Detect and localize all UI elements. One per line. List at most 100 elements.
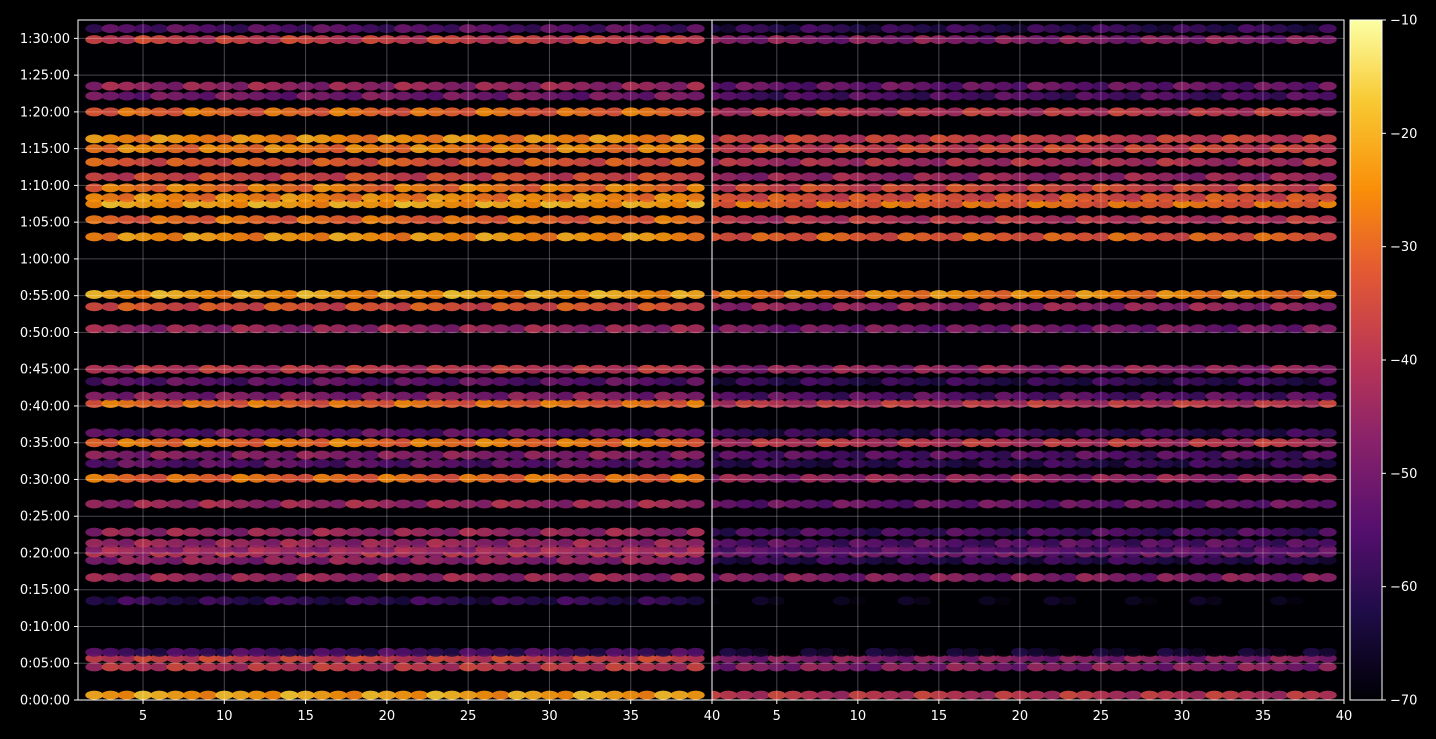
heatmap-cell [524,438,543,448]
heatmap-cell [670,24,689,34]
heatmap-cell [654,376,673,386]
heatmap-cell [361,144,380,154]
heatmap-cell [296,398,315,408]
heatmap-cell [134,450,152,460]
heatmap-cell [182,398,201,408]
heatmap-cell [345,473,364,483]
heatmap-cell [751,302,770,312]
heatmap-cell [117,398,136,408]
heatmap-cell [1156,302,1175,312]
heatmap-cell [962,183,981,193]
heatmap-cell [1124,376,1143,386]
heatmap-cell [1173,302,1191,312]
heatmap-cell [1124,459,1143,469]
heatmap-cell [1124,157,1143,167]
heatmap-cell [1043,596,1062,606]
heatmap-cell [475,183,494,193]
heatmap-cell [962,324,981,334]
heatmap-cell [182,157,201,167]
heatmap-cell [410,107,429,117]
heatmap-cell [377,428,396,438]
heatmap-cell [712,215,721,225]
heatmap-cell [377,183,396,193]
heatmap-cell [524,527,543,537]
heatmap-cell [832,302,851,312]
heatmap-cell [524,81,543,91]
heatmap-cell [1059,172,1078,182]
heatmap-cell [929,647,948,657]
heatmap-cell [475,527,494,537]
right-panel-frame [711,19,1345,701]
heatmap-cell [1173,499,1191,509]
heatmap-cell [442,324,461,334]
heatmap-cell [816,35,835,45]
heatmap-cell [1043,134,1062,144]
heatmap-cell [962,596,981,606]
heatmap-cell [459,499,478,509]
heatmap-cell [215,193,234,203]
heatmap-cell [1140,35,1159,45]
heatmap-cell [85,215,104,225]
heatmap-cell [897,596,916,606]
heatmap-cell [913,289,932,299]
heatmap-cell [767,596,786,606]
heatmap-cell [897,499,916,509]
heatmap-cell [264,527,283,537]
heatmap-cell [199,538,217,548]
heatmap-cell [929,302,948,312]
heatmap-cell [735,499,754,509]
heatmap-cell [735,438,754,448]
heatmap-cell [459,438,478,448]
heatmap-cell [247,324,266,334]
heatmap-cell [540,690,559,700]
heatmap-cell [312,107,331,117]
heatmap-cell [215,107,234,117]
heatmap-cell [978,91,997,101]
heatmap-cell [264,473,283,483]
heatmap-cell [1221,572,1240,582]
heatmap-cell [767,134,786,144]
heatmap-cell [1205,172,1224,182]
heatmap-cell [1173,107,1191,117]
heatmap-cell [735,647,754,657]
heatmap-cell [1140,690,1159,700]
heatmap-cell [507,144,526,154]
heatmap-cell [459,232,478,242]
heatmap-cell [929,107,948,117]
heatmap-cell [670,91,689,101]
heatmap-cell [394,157,413,167]
heatmap-cell [296,690,315,700]
heatmap-cell [1318,555,1337,565]
heatmap-cell [442,662,461,672]
heatmap-cell [994,107,1013,117]
heatmap-cell [978,662,997,672]
heatmap-cell [1270,376,1289,386]
heatmap-cell [800,647,819,657]
heatmap-cell [1237,662,1256,672]
heatmap-cell [654,572,673,582]
heatmap-cell [1318,232,1337,242]
heatmap-cell [459,398,478,408]
heatmap-cell [800,459,819,469]
heatmap-cell [621,193,640,203]
heatmap-cell [1221,662,1240,672]
heatmap-cell [345,193,364,203]
heatmap-cell [719,473,738,483]
heatmap-cell [410,24,429,34]
heatmap-cell [712,376,721,386]
heatmap-cell [913,499,932,509]
heatmap-cell [247,662,266,672]
heatmap-cell [573,172,591,182]
heatmap-cell [994,459,1013,469]
heatmap-cell [264,172,283,182]
heatmap-cell [735,193,754,203]
heatmap-cell [784,193,802,203]
heatmap-cell [1286,459,1305,469]
heatmap-cell [929,376,948,386]
heatmap-cell [199,134,217,144]
heatmap-cell [1318,398,1337,408]
heatmap-cell [1043,324,1062,334]
heatmap-cell [589,428,608,438]
heatmap-cell [767,428,786,438]
heatmap-cell [881,107,900,117]
